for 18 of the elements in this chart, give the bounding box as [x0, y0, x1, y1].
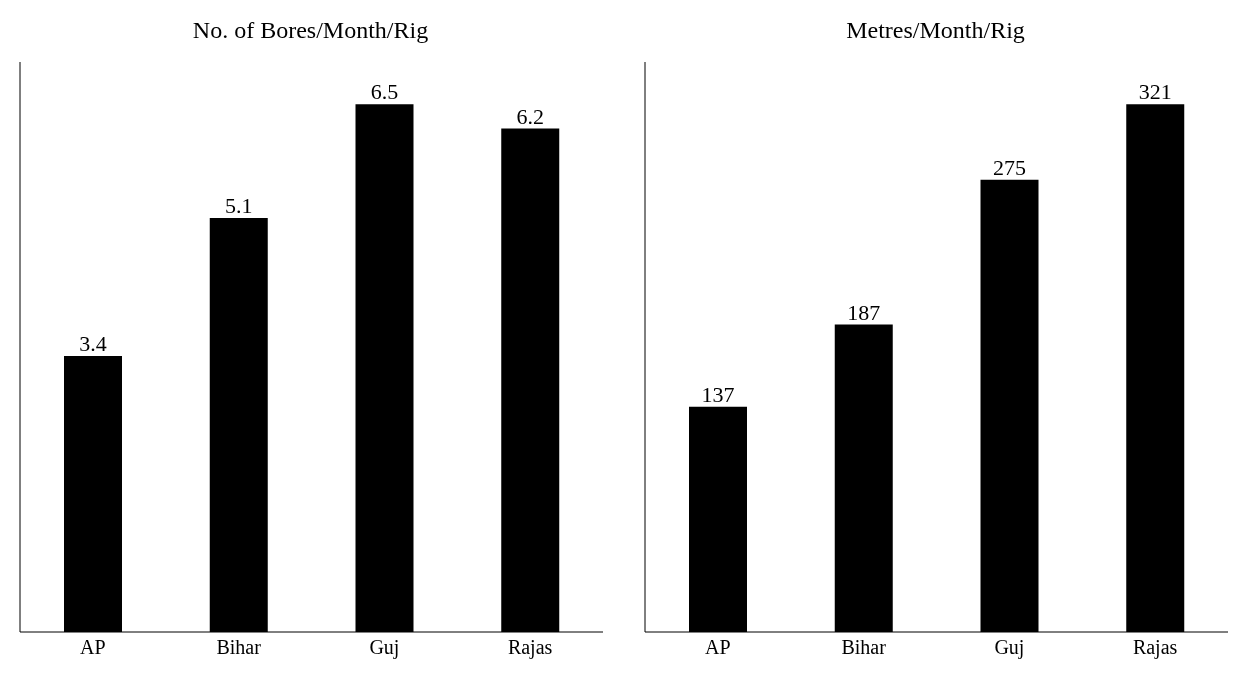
data-label: 6.5	[370, 79, 399, 105]
data-label: 3.4	[79, 330, 107, 356]
data-label: 6.2	[516, 103, 544, 129]
x-tick-label: AP	[705, 636, 731, 659]
data-label: 275	[993, 154, 1026, 180]
x-tick-label: Guj	[994, 636, 1025, 660]
x-tick-label: Rajas	[1132, 636, 1178, 660]
chart-title: No. of Bores/Month/Rig	[191, 16, 430, 45]
x-tick-label: AP	[80, 636, 106, 659]
chart-title: Metres/Month/Rig	[845, 16, 1026, 45]
x-tick-label: Bihar	[216, 636, 262, 659]
x-tick-label: Bihar	[841, 636, 887, 659]
x-tick-label: Guj	[369, 636, 400, 660]
data-label: 137	[701, 381, 735, 407]
data-label: 187	[847, 299, 881, 325]
data-label: 321	[1138, 79, 1172, 105]
x-tick-label: Rajas	[507, 636, 553, 660]
data-label: 5.1	[225, 192, 253, 218]
